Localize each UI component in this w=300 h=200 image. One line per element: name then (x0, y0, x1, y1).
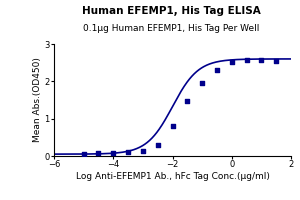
Y-axis label: Mean Abs.(OD450): Mean Abs.(OD450) (33, 58, 42, 142)
Point (81, 153, 86, 156)
Point (126, 151, 130, 154)
Text: Human EFEMP1, His Tag ELISA: Human EFEMP1, His Tag ELISA (82, 6, 260, 16)
Text: 0.1μg Human EFEMP1, His Tag Per Well: 0.1μg Human EFEMP1, His Tag Per Well (83, 24, 259, 33)
Point (96, 152, 101, 155)
X-axis label: Log Anti-EFEMP1 Ab., hFc Tag Conc.(μg/ml): Log Anti-EFEMP1 Ab., hFc Tag Conc.(μg/ml… (76, 172, 269, 181)
Point (259, 58, 264, 61)
Point (111, 151, 116, 155)
Point (140, 150, 145, 153)
Point (274, 59, 279, 62)
Point (170, 125, 175, 128)
Point (185, 99, 190, 102)
Point (244, 58, 249, 62)
Point (200, 82, 205, 85)
Point (214, 69, 219, 72)
Point (155, 143, 160, 146)
Point (230, 60, 234, 64)
